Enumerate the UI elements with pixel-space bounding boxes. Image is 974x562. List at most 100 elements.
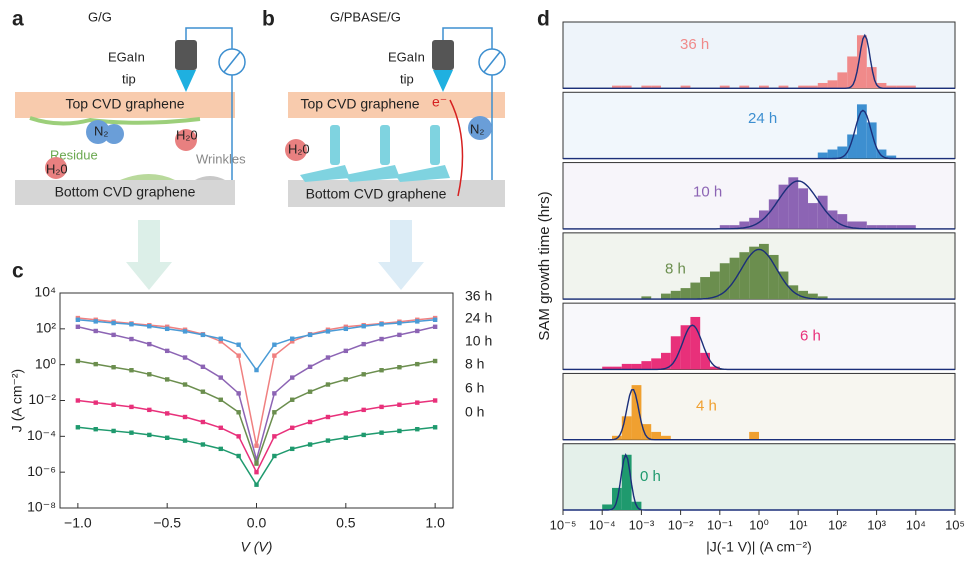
- x-tick-label: 10¹: [789, 517, 808, 532]
- panel-label: d: [537, 8, 550, 31]
- x-tick-label: 10⁻²: [668, 517, 694, 532]
- histogram-bar: [641, 361, 652, 370]
- histogram-bar: [856, 35, 867, 89]
- top-label: Top CVD graphene: [300, 96, 419, 112]
- series-label: 0 h: [465, 404, 484, 420]
- data-point: [290, 397, 295, 402]
- histogram-bar: [719, 85, 730, 89]
- n2-label: N₂: [94, 123, 108, 138]
- panel-background: [562, 21, 956, 89]
- data-point: [236, 453, 241, 459]
- histogram-bar: [700, 352, 710, 370]
- bottom-label: Bottom CVD graphene: [55, 184, 196, 200]
- histogram-bar: [709, 366, 720, 370]
- histogram-bar: [886, 155, 897, 159]
- data-point: [164, 435, 170, 440]
- data-point: [236, 391, 241, 396]
- data-point: [415, 427, 420, 432]
- data-point: [325, 355, 331, 360]
- data-point: [325, 382, 331, 387]
- histogram-bar: [817, 152, 828, 159]
- data-point: [129, 404, 134, 410]
- y-tick-label: 10²: [36, 320, 57, 336]
- histogram-bar: [660, 352, 671, 370]
- panel-label: b: [262, 8, 275, 31]
- flow-arrow: [378, 220, 424, 290]
- data-point: [307, 419, 313, 425]
- data-point: [254, 469, 259, 475]
- histogram-bar: [621, 85, 632, 89]
- data-point: [379, 404, 384, 410]
- meter-needle: [483, 51, 501, 73]
- data-point: [361, 341, 366, 347]
- data-point: [343, 377, 349, 382]
- x-tick-label: 10³: [867, 517, 886, 532]
- histogram-bar: [749, 246, 759, 300]
- data-point: [307, 389, 313, 394]
- plot-frame: [59, 292, 454, 509]
- fit-curve: [563, 388, 955, 441]
- data-point: [129, 430, 134, 435]
- data-point: [307, 332, 313, 338]
- electron-label: e⁻: [432, 94, 447, 110]
- data-point: [290, 339, 295, 344]
- histogram-bar: [856, 221, 867, 229]
- data-point: [254, 457, 259, 462]
- series-line: [77, 426, 436, 487]
- histogram-bar: [739, 85, 750, 89]
- data-point: [272, 342, 277, 347]
- x-tick-label: −0.5: [153, 515, 181, 531]
- histogram-bar: [847, 221, 857, 229]
- histogram-bar: [641, 85, 652, 89]
- histogram-bar: [680, 288, 691, 300]
- data-point: [200, 419, 206, 425]
- histogram-bar: [660, 293, 671, 300]
- data-point: [93, 328, 98, 334]
- data-point: [182, 382, 188, 387]
- residue-layer: [29, 116, 201, 126]
- x-tick-label: 10⁻⁴: [589, 517, 616, 532]
- panel-label: 6 h: [800, 327, 821, 344]
- panel-label: 0 h: [640, 468, 661, 485]
- histogram-bar: [788, 177, 799, 229]
- tip-holder: [175, 40, 197, 70]
- data-point: [254, 482, 259, 487]
- data-point: [361, 407, 366, 413]
- histogram-bar: [876, 225, 887, 229]
- histogram-bar: [749, 217, 759, 229]
- egain-tip: [176, 70, 196, 92]
- fit-curve: [563, 324, 955, 371]
- x-axis-label: |J(-1 V)| (A cm⁻²): [706, 539, 812, 555]
- data-point: [432, 317, 438, 322]
- data-point: [343, 435, 349, 440]
- panel-label: c: [12, 260, 24, 283]
- data-point: [272, 434, 277, 439]
- panel-label: 10 h: [693, 183, 722, 200]
- data-point: [129, 336, 134, 342]
- data-point: [432, 425, 438, 430]
- data-point: [200, 332, 206, 338]
- n2-molecule: [86, 120, 110, 144]
- data-point: [272, 391, 277, 396]
- data-point: [415, 328, 420, 334]
- histogram-bar: [778, 271, 789, 300]
- data-point: [111, 428, 116, 434]
- data-point: [415, 361, 420, 367]
- data-point: [129, 322, 134, 327]
- histogram-bar: [856, 104, 867, 159]
- data-point: [432, 324, 438, 329]
- histogram-bar: [641, 424, 652, 440]
- histogram-bar: [700, 277, 710, 300]
- data-point: [111, 332, 116, 338]
- y-tick-label: 10⁻²: [28, 391, 56, 407]
- histogram-bar: [827, 80, 838, 89]
- histogram-bar: [719, 263, 730, 300]
- data-point: [397, 402, 402, 407]
- series-label: 8 h: [465, 356, 484, 372]
- data-point: [147, 324, 152, 329]
- series-line: [77, 326, 436, 463]
- y-tick-label: 10⁰: [35, 355, 57, 371]
- data-point: [415, 319, 420, 324]
- x-tick-label: 10⁻¹: [707, 517, 733, 532]
